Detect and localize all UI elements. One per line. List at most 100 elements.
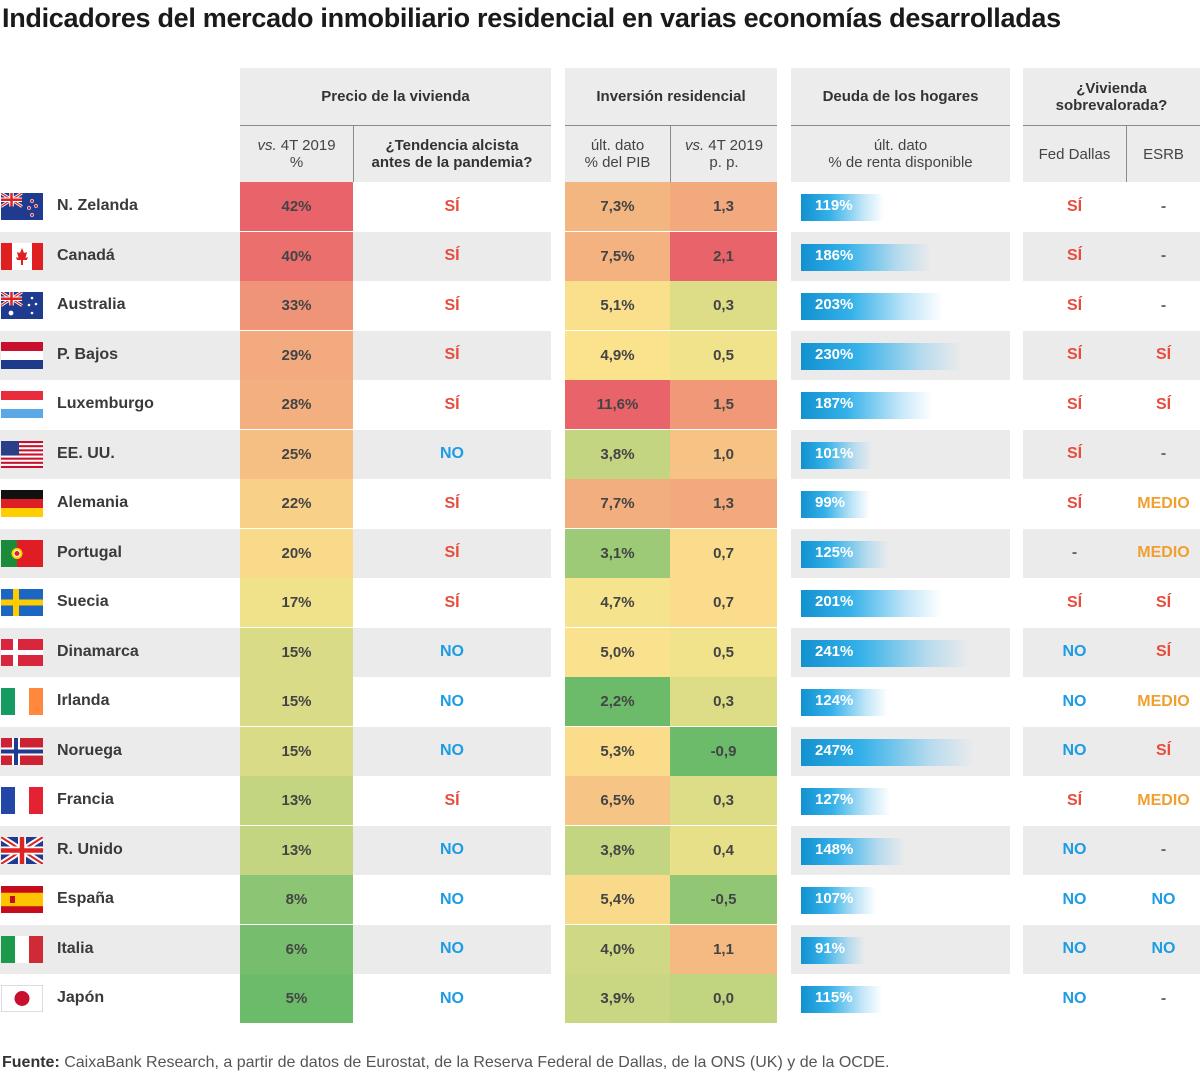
fed-dallas-answer: SÍ xyxy=(1066,247,1083,264)
fed-dallas-answer: NO xyxy=(1062,989,1087,1007)
column-gutter xyxy=(1010,578,1023,627)
investment-change-cell: 0,3 xyxy=(670,677,777,726)
country-name: Francia xyxy=(57,791,114,808)
investment-change-cell: 0,3 xyxy=(670,281,777,330)
column-gutter xyxy=(551,330,565,380)
price-change-cell: 15% xyxy=(240,677,353,726)
japan-flag xyxy=(1,985,43,1012)
column-gutter xyxy=(551,429,565,479)
table-row: Suecia 17% SÍ 4,7% 0,7 201% SÍ SÍ xyxy=(0,578,1200,627)
investment-gdp-cell: 4,7% xyxy=(565,578,670,627)
esrb-answer: MEDIO xyxy=(1137,692,1190,710)
italy-flag xyxy=(1,935,43,963)
debt-label: 101% xyxy=(815,444,854,462)
table-row: Italia 6% NO 4,0% 1,1 91% NO NO xyxy=(0,924,1200,974)
column-gutter xyxy=(1010,479,1023,528)
fed-dallas-answer: SÍ xyxy=(1066,593,1083,611)
esrb-answer: NO xyxy=(1151,940,1176,957)
column-gutter xyxy=(1010,231,1023,281)
investment-gdp-cell: 2,2% xyxy=(565,677,670,726)
price-change-cell: 8% xyxy=(240,875,353,924)
trend-answer: SÍ xyxy=(444,197,460,215)
table-row: Portugal 20% SÍ 3,1% 0,7 125% - MEDIO xyxy=(0,528,1200,578)
germany-flag xyxy=(1,490,43,517)
subheader-pib: % del PIB xyxy=(584,154,651,171)
country-name: P. Bajos xyxy=(57,345,119,363)
investment-gdp-cell: 4,0% xyxy=(565,924,670,974)
debt-bar xyxy=(801,590,942,617)
subheader-pp: p. p. xyxy=(709,154,739,171)
investment-gdp-cell: 5,1% xyxy=(565,281,670,330)
debt-bar xyxy=(801,936,865,964)
price-change-cell: 15% xyxy=(240,627,353,677)
country-name: Luxemburgo xyxy=(57,395,154,412)
fed-dallas-answer: - xyxy=(1071,544,1078,561)
column-gutter xyxy=(777,479,791,528)
luxembourg-flag xyxy=(1,391,43,418)
price-change-cell: 42% xyxy=(240,182,353,231)
header-sobrevalorada: ¿Vivienda sobrevalorada? xyxy=(1023,68,1200,126)
subheader-deuda: últ. dato % de renta disponible xyxy=(791,126,1010,182)
denmark-flag xyxy=(1,638,43,666)
esrb-answer: MEDIO xyxy=(1137,544,1190,561)
column-gutter xyxy=(551,776,565,825)
table-row: Dinamarca 15% NO 5,0% 0,5 241% NO SÍ xyxy=(0,627,1200,677)
debt-bar xyxy=(801,540,889,568)
trend-answer: SÍ xyxy=(444,346,460,363)
subheader-precio-vs: vs. 4T 2019 % xyxy=(240,126,353,182)
header-precio: Precio de la vivienda xyxy=(240,68,551,126)
investment-gdp-cell: 4,9% xyxy=(565,330,670,380)
trend-answer: NO xyxy=(440,742,464,759)
fed-dallas-answer: SÍ xyxy=(1066,197,1083,215)
column-gutter xyxy=(1010,677,1023,726)
fed-dallas-answer: NO xyxy=(1062,940,1087,957)
trend-answer: NO xyxy=(440,692,464,710)
column-gutter xyxy=(1010,875,1023,924)
debt-label: 186% xyxy=(815,246,854,264)
column-gutter xyxy=(551,726,565,776)
debt-label: 91% xyxy=(815,939,846,957)
price-change-cell: 5% xyxy=(240,974,353,1023)
price-change-cell: 15% xyxy=(240,726,353,776)
column-gutter xyxy=(777,182,791,231)
australia-flag xyxy=(1,292,43,319)
subheader-fed: Fed Dallas xyxy=(1038,145,1111,163)
column-gutter xyxy=(551,578,565,627)
subheader-renta: % de renta disponible xyxy=(828,154,973,171)
investment-change-cell: 0,5 xyxy=(670,330,777,380)
column-gutter xyxy=(777,924,791,974)
subheader-inv-vs-period: 4T 2019 xyxy=(704,137,764,154)
price-change-cell: 17% xyxy=(240,578,353,627)
canada-flag xyxy=(1,242,43,270)
fed-dallas-answer: NO xyxy=(1062,742,1087,759)
column-gutter xyxy=(551,380,565,429)
esrb-answer: SÍ xyxy=(1155,742,1172,759)
column-gutter xyxy=(777,380,791,429)
column-gutter xyxy=(777,281,791,330)
table-row: P. Bajos 29% SÍ 4,9% 0,5 230% SÍ SÍ xyxy=(0,330,1200,380)
column-gutter xyxy=(777,231,791,281)
column-gutter xyxy=(1010,182,1023,231)
investment-gdp-cell: 5,0% xyxy=(565,627,670,677)
trend-answer: SÍ xyxy=(444,593,460,611)
esrb-answer: SÍ xyxy=(1155,395,1172,413)
debt-bar xyxy=(801,788,890,815)
investment-change-cell: 0,3 xyxy=(670,776,777,825)
subheader-ult-dato: últ. dato xyxy=(590,137,645,154)
column-gutter xyxy=(551,281,565,330)
column-gutter xyxy=(551,182,565,231)
investment-change-cell: 1,0 xyxy=(670,429,777,479)
trend-answer: SÍ xyxy=(444,791,460,809)
country-name: Noruega xyxy=(57,741,122,759)
column-gutter xyxy=(1010,528,1023,578)
price-change-cell: 6% xyxy=(240,924,353,974)
country-name: Portugal xyxy=(57,543,122,561)
trend-answer: NO xyxy=(440,890,464,908)
debt-bar xyxy=(801,342,962,370)
column-gutter xyxy=(1010,330,1023,380)
esrb-answer: - xyxy=(1160,841,1167,858)
table-row: Japón 5% NO 3,9% 0,0 115% NO - xyxy=(0,974,1200,1023)
country-name: Italia xyxy=(57,939,94,957)
column-gutter xyxy=(1010,281,1023,330)
esrb-answer: - xyxy=(1160,247,1167,264)
